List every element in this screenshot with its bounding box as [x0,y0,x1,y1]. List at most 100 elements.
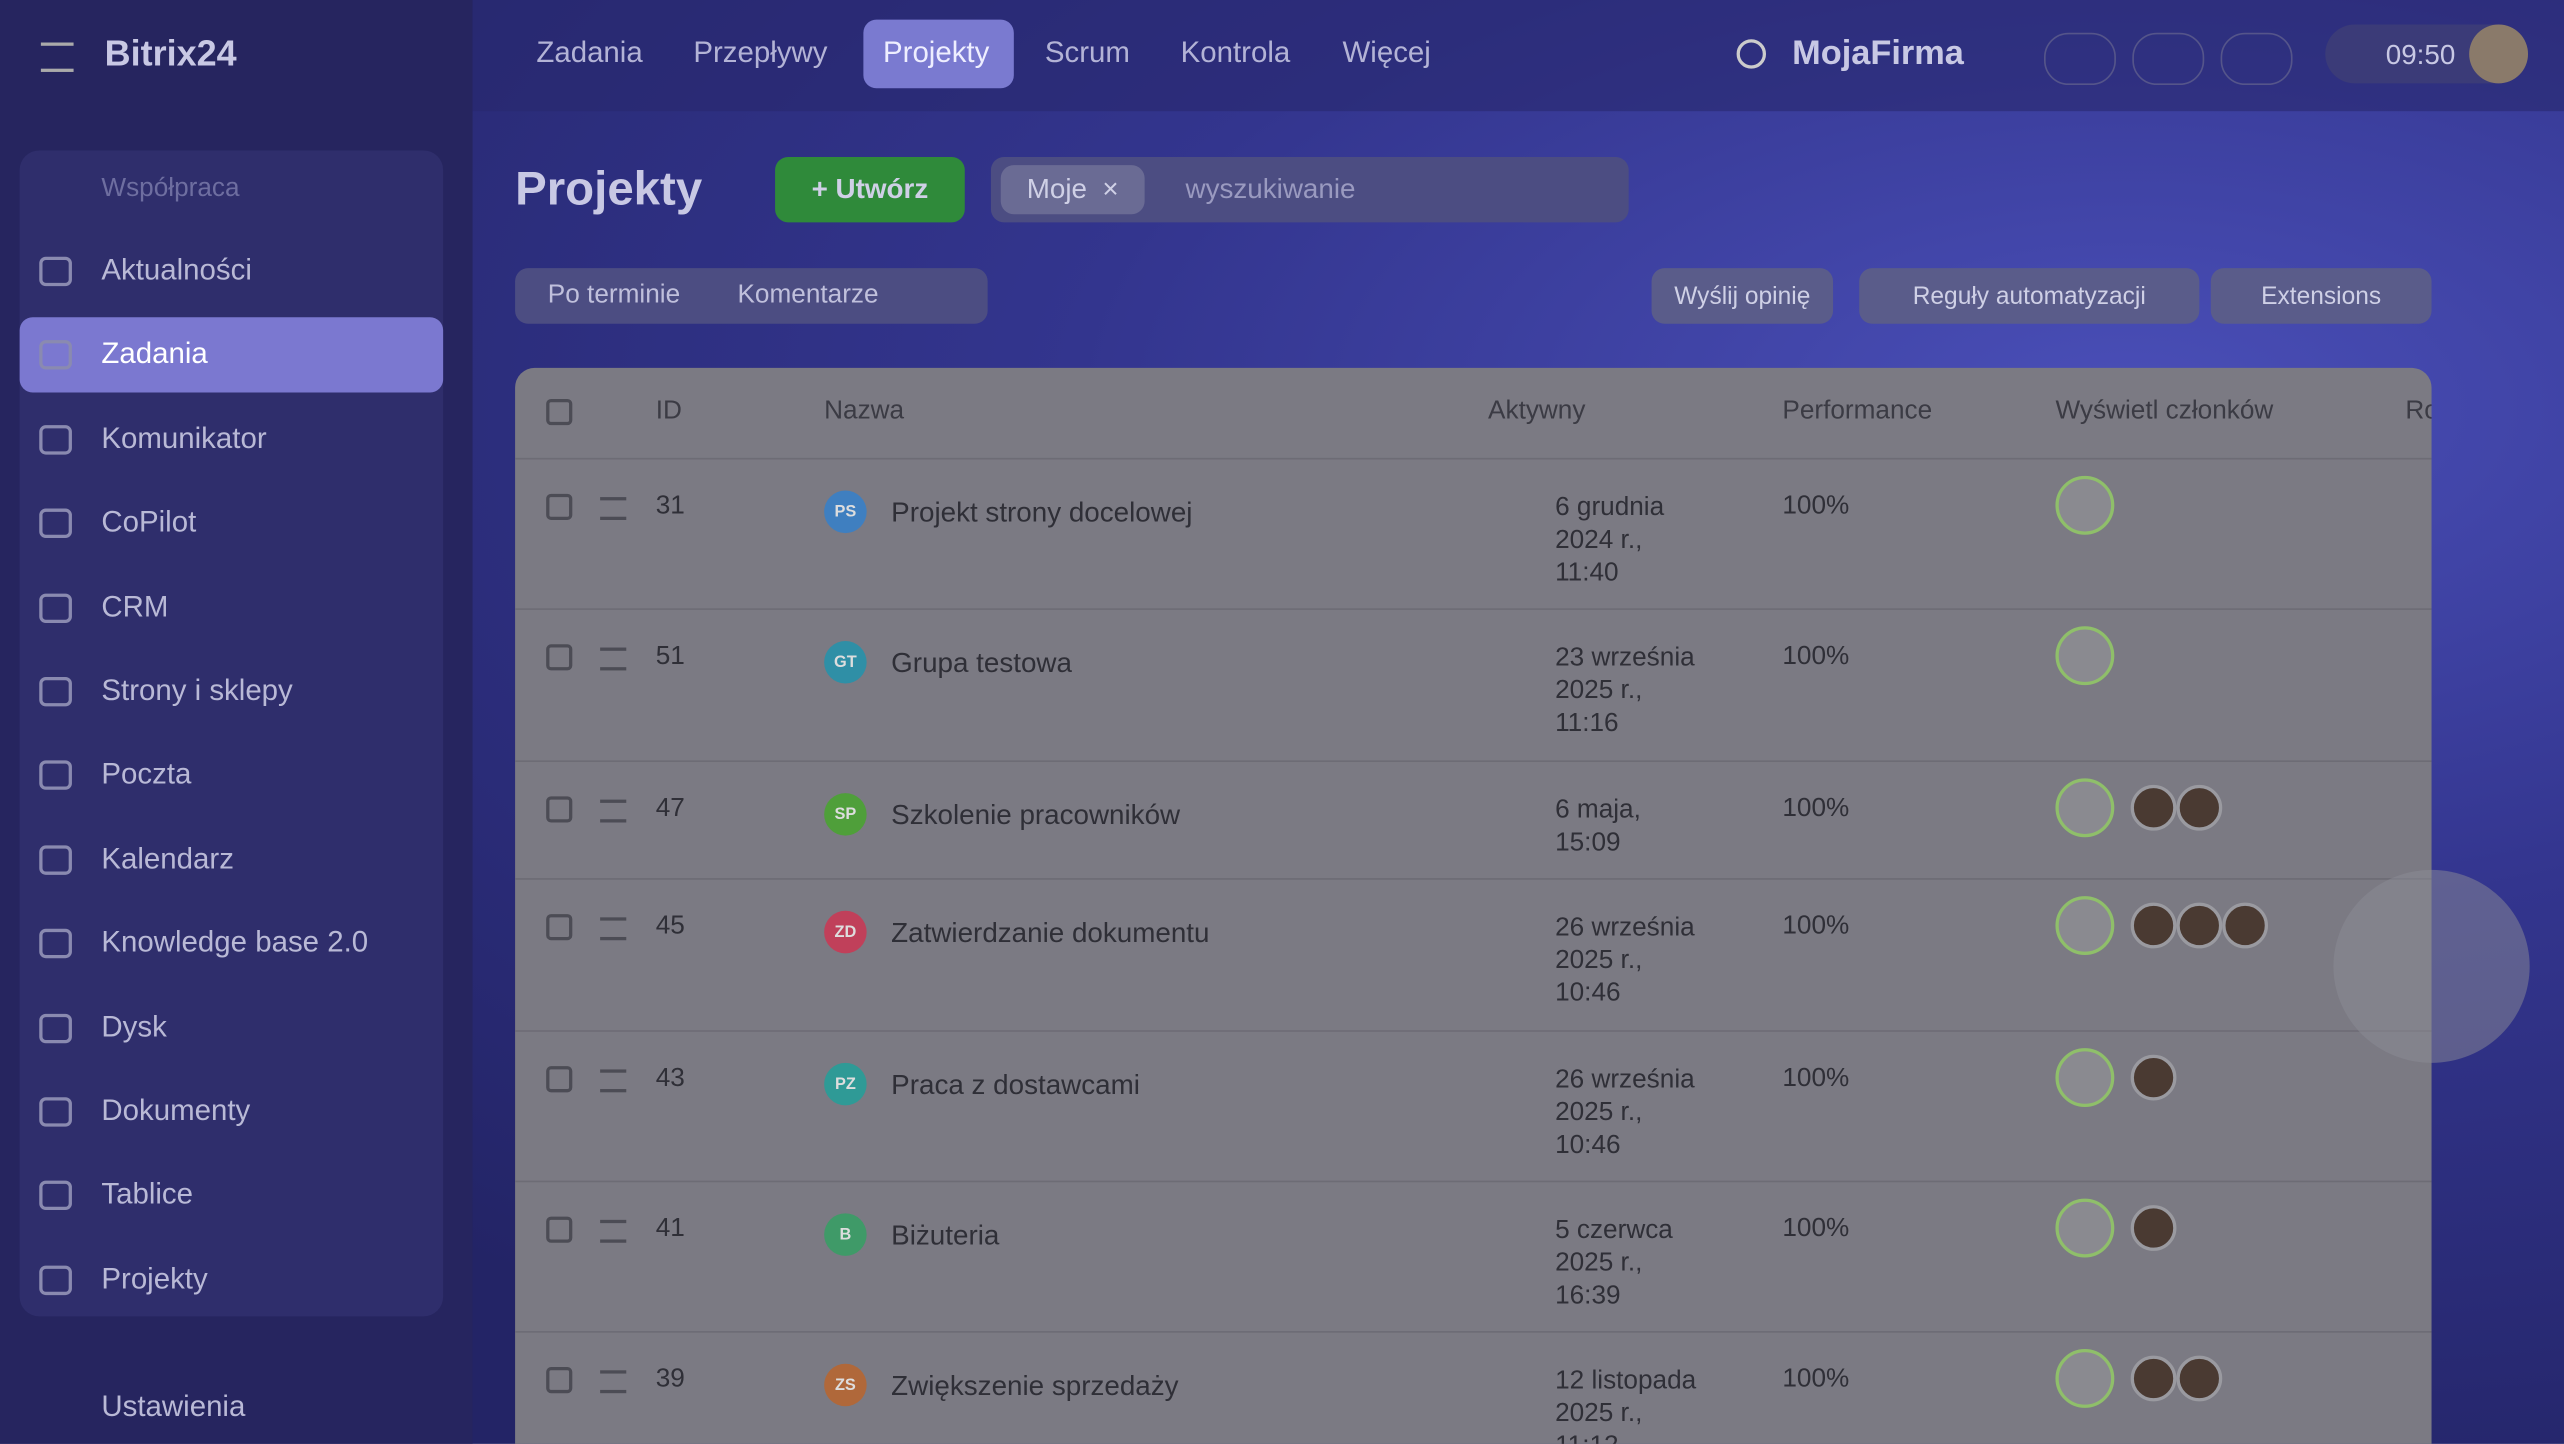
member-avatar[interactable] [2176,902,2223,949]
create-button[interactable]: + Utwórz [775,156,965,223]
member-avatar[interactable] [2130,1205,2177,1251]
user-avatar[interactable] [2469,24,2529,84]
row-id: 47 [655,794,685,823]
project-name[interactable]: Zwiększenie sprzedaży [891,1370,1179,1402]
toolbar-right-button[interactable]: Extensions [2210,268,2432,324]
sidebar-item[interactable]: Komunikator [101,421,267,455]
project-name[interactable]: Projekt strony docelowej [891,497,1193,529]
sidebar-item[interactable]: Kalendarz [101,841,234,875]
project-badge: GT [824,640,867,684]
sidebar-item[interactable]: Dysk [101,1009,167,1043]
drag-handle[interactable] [600,497,627,520]
active-date: 23 września 2025 r., 11:16 [1555,644,1695,738]
filter-chip[interactable]: Moje × [1000,165,1145,215]
row-checkbox[interactable] [546,644,573,671]
column-header[interactable]: Performance [1782,397,1933,426]
sidebar-item[interactable]: Projekty [101,1262,208,1295]
column-header[interactable]: Nazwa [824,397,905,426]
member-avatar[interactable] [2130,1355,2177,1402]
member-avatar[interactable] [2055,475,2115,535]
member-avatar[interactable] [2130,784,2177,831]
scroll-right-button[interactable] [2333,869,2530,1063]
drag-handle[interactable] [600,647,627,671]
sidebar-item[interactable]: CRM [101,589,169,623]
sidebar-icon [39,1181,72,1211]
table-row: 47 SP Szkolenie pracowników 6 maja, 15:09 10… [515,760,2432,879]
member-avatar[interactable] [2222,902,2269,949]
column-header[interactable]: ID [655,397,682,426]
sidebar-icon [39,1013,72,1043]
nav-active-bg [863,19,1014,89]
member-avatar[interactable] [2130,1054,2177,1101]
column-header[interactable]: Ro [2405,397,2431,426]
sidebar-item[interactable]: CoPilot [101,505,197,539]
member-avatar[interactable] [2176,1355,2223,1402]
project-badge: SP [824,793,867,836]
member-avatar[interactable] [2055,778,2115,838]
sidebar-item[interactable]: Knowledge base 2.0 [101,925,369,959]
sidebar-item[interactable]: Strony i sklepy [101,673,293,707]
member-avatar[interactable] [2055,1048,2115,1108]
sidebar-item[interactable]: Dokumenty [101,1093,251,1127]
drag-handle[interactable] [600,1219,627,1243]
row-checkbox[interactable] [546,1367,573,1394]
row-checkbox[interactable] [546,1216,573,1243]
toolbar-button[interactable]: Po terminie [547,281,681,310]
drag-handle[interactable] [600,917,627,941]
nav-item[interactable]: Zadania [536,35,643,69]
member-avatar[interactable] [2176,784,2223,831]
company-name[interactable]: MojaFirma [1792,34,1964,72]
table-row: 39 ZS Zwiększenie sprzedaży 12 listopada 20… [515,1331,2432,1444]
nav-item[interactable]: Przepływy [693,35,828,69]
performance: 100% [1782,1214,1850,1243]
member-avatar[interactable] [2130,902,2177,949]
column-header[interactable]: Wyświetl członków [2055,397,2274,426]
toolbar-right-button[interactable]: Wyślij opinię [1651,268,1834,324]
column-header[interactable]: Aktywny [1488,397,1586,426]
nav-item[interactable]: Projekty [883,35,990,69]
nav-item[interactable]: Więcej [1342,35,1431,69]
member-avatar[interactable] [2055,1198,2115,1258]
header-checkbox[interactable] [546,398,573,426]
performance: 100% [1782,912,1850,941]
sidebar-icon [39,929,72,959]
nav-item[interactable]: Scrum [1044,35,1130,69]
row-checkbox[interactable] [546,493,573,520]
icon-button[interactable] [2220,32,2293,86]
drag-handle[interactable] [600,799,627,823]
icon-button[interactable] [2132,32,2205,86]
nav-item[interactable]: Kontrola [1180,35,1291,69]
row-id: 45 [655,912,685,941]
project-name[interactable]: Praca z dostawcami [891,1069,1140,1101]
section-title[interactable]: Współpraca [101,174,240,203]
member-avatar[interactable] [2055,896,2115,955]
sidebar-item[interactable]: Poczta [101,757,192,791]
search-icon[interactable] [1736,39,1767,69]
project-name[interactable]: Szkolenie pracowników [891,799,1181,831]
icon-button[interactable] [2044,32,2116,86]
toolbar-button[interactable]: Komentarze [737,281,879,310]
project-name[interactable]: Grupa testowa [891,647,1072,679]
table-row: 41 B Biżuteria 5 czerwca 2025 r., 16:39 100% [515,1180,2432,1333]
active-date: 12 listopada 2025 r., 11:12 [1555,1367,1697,1444]
sidebar-icon [39,340,72,371]
clock: 09:50 [2385,39,2456,71]
row-checkbox[interactable] [546,914,573,941]
project-name[interactable]: Zatwierdzanie dokumentu [891,917,1210,949]
member-avatar[interactable] [2055,626,2115,686]
member-avatar[interactable] [2055,1349,2115,1408]
settings-link[interactable]: Ustawienia [101,1389,246,1423]
drag-handle[interactable] [600,1370,627,1394]
toolbar-right-button[interactable]: Reguły automatyzacji [1859,268,2200,324]
row-checkbox[interactable] [546,796,573,823]
sidebar-item[interactable]: Tablice [101,1177,194,1211]
sidebar-item[interactable]: Zadania [101,337,208,371]
sidebar-item[interactable]: Aktualności [101,253,252,287]
sidebar-icon [39,508,72,539]
row-checkbox[interactable] [546,1066,573,1093]
sidebar-icon [39,845,72,875]
drag-handle[interactable] [600,1069,627,1093]
menu-icon[interactable] [40,42,74,72]
project-name[interactable]: Biżuteria [891,1219,1000,1251]
